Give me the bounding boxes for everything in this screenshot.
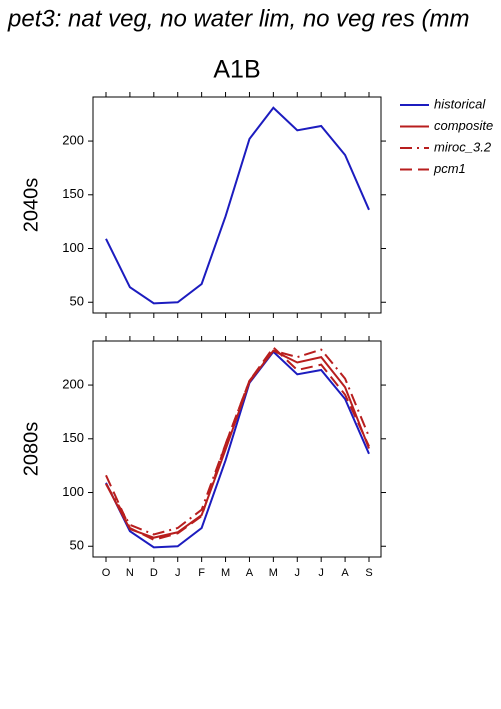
legend-label: miroc_3.2 [434, 139, 492, 154]
x-tick-label: S [365, 567, 372, 579]
legend-label: composite [434, 118, 493, 133]
legend-label: historical [434, 96, 486, 111]
y-tick-label: 50 [70, 538, 84, 553]
y-tick-label: 150 [62, 186, 84, 201]
panel-title: A1B [213, 56, 260, 84]
x-tick-label: A [341, 567, 349, 579]
x-tick-label: M [221, 567, 230, 579]
y-tick-label: 100 [62, 484, 84, 499]
series-line [105, 350, 370, 549]
series-line [105, 348, 370, 536]
x-tick-label: J [175, 567, 181, 579]
x-tick-label: F [198, 567, 205, 579]
x-tick-label: O [102, 567, 111, 579]
x-tick-label: N [126, 567, 134, 579]
y-tick-label: 50 [70, 294, 84, 309]
y-axis-label: 2080s [20, 422, 42, 477]
y-tick-label: 100 [62, 240, 84, 255]
series-line [105, 106, 370, 305]
series-line [105, 349, 370, 539]
y-tick-label: 200 [62, 132, 84, 147]
legend-label: pcm1 [433, 161, 466, 176]
y-axis-label: 2040s [20, 178, 42, 233]
y-tick-label: 200 [62, 376, 84, 391]
y-tick-label: 150 [62, 430, 84, 445]
x-tick-label: D [150, 567, 158, 579]
x-tick-label: J [295, 567, 301, 579]
plot-frame [92, 96, 382, 314]
x-tick-label: M [269, 567, 278, 579]
series-line [105, 345, 370, 541]
x-tick-label: J [318, 567, 324, 579]
page-title: pet3: nat veg, no water lim, no veg res … [7, 5, 470, 32]
plot-frame [92, 340, 382, 558]
x-tick-label: A [246, 567, 254, 579]
